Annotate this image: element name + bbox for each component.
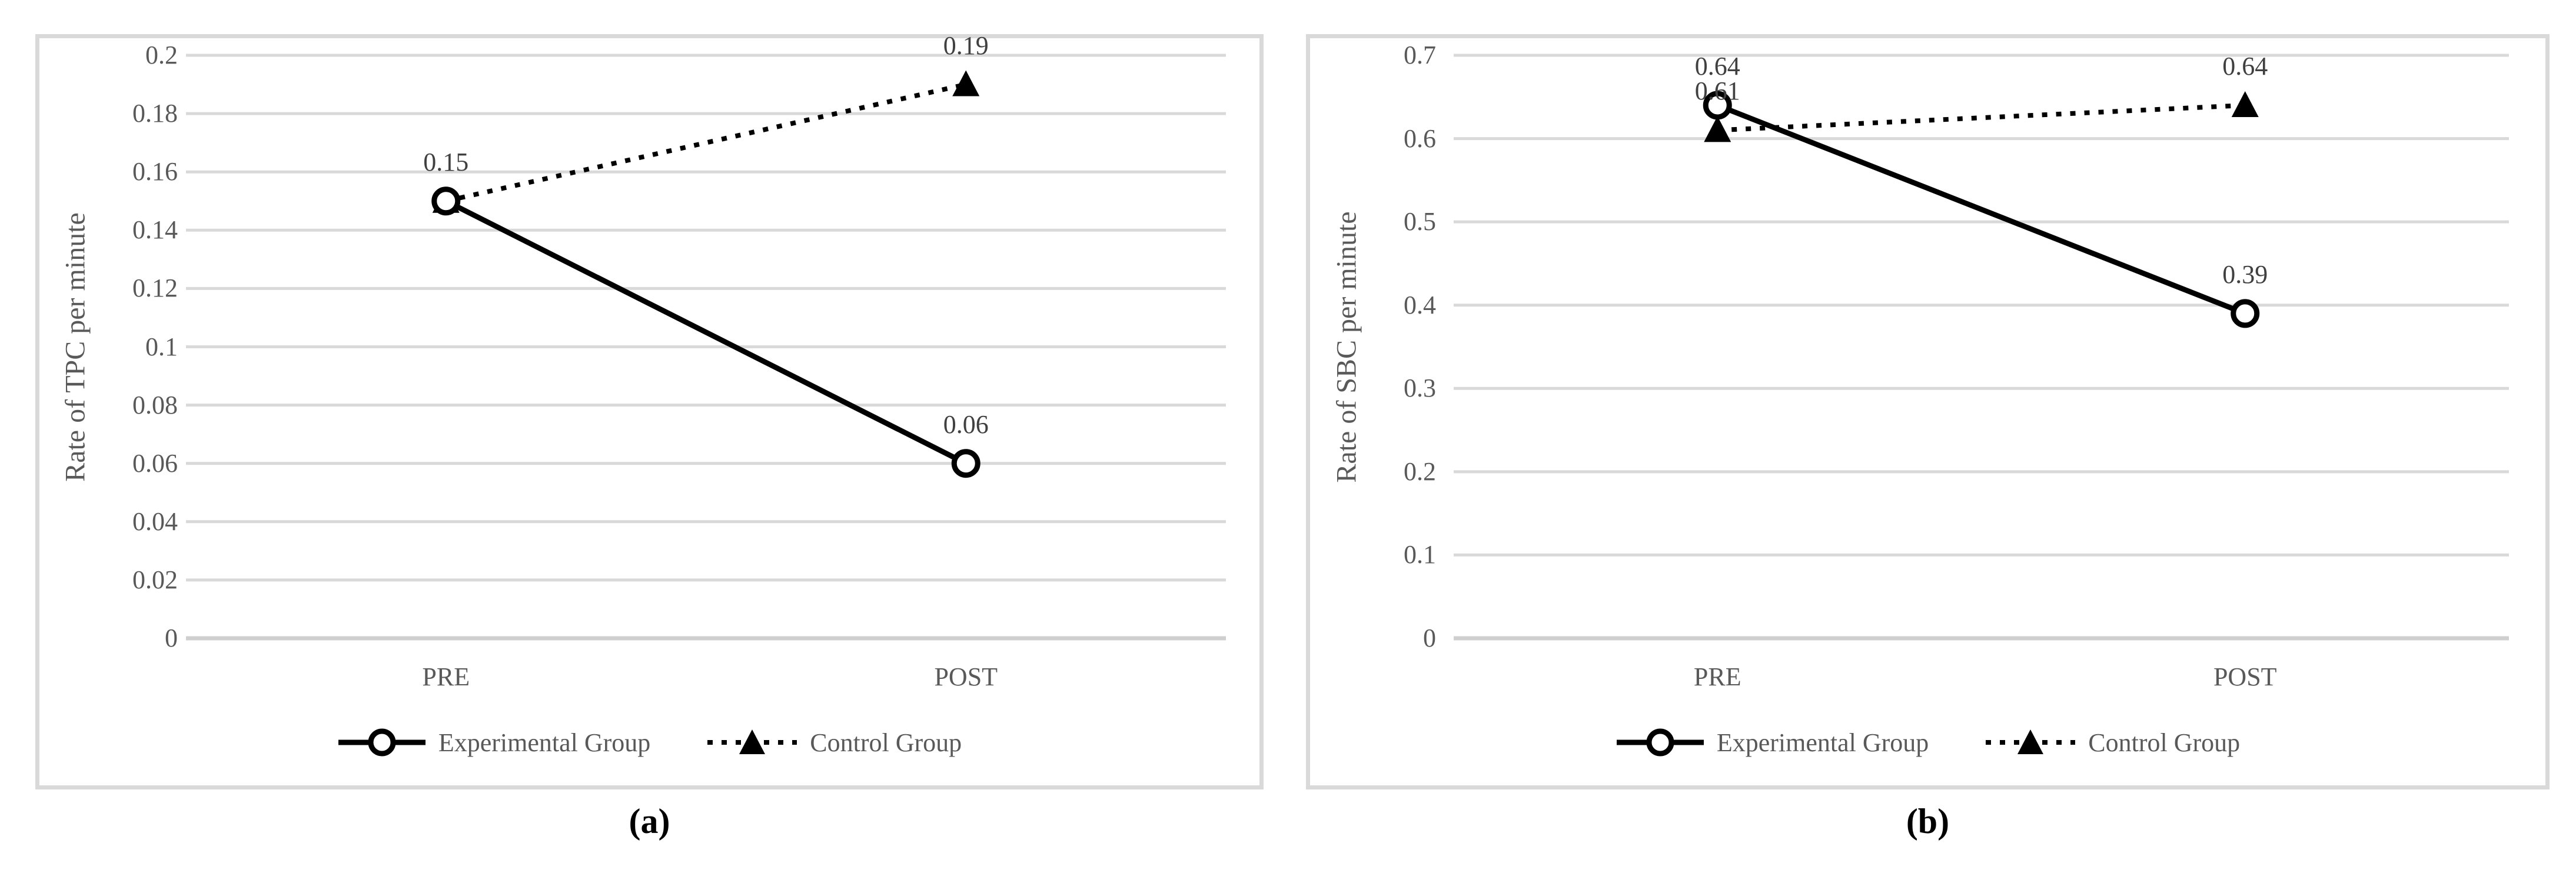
control-group-line: [445, 82, 967, 204]
y-tick-label: 0.12: [132, 274, 178, 303]
experimental-group-line: [1716, 102, 2246, 316]
data-label: 0.39: [2222, 259, 2268, 289]
experimental-group-line: [444, 198, 968, 466]
experimental-line-sample: [1616, 728, 1704, 757]
y-tick-label: 0.6: [1404, 124, 1436, 153]
control-group-line: [1717, 102, 2245, 133]
circle-marker-icon: [1646, 728, 1674, 757]
y-tick-label: 0.18: [132, 99, 178, 128]
experimental-group-marker-circle: [431, 186, 461, 216]
data-label: 0.61: [1694, 76, 1740, 106]
caption-b: (b): [1906, 802, 1950, 841]
y-tick-label: 0.16: [132, 157, 178, 186]
triangle-marker-icon: [2017, 729, 2044, 754]
legend-item-control: Control Group: [1985, 728, 2240, 758]
experimental-group-marker-circle: [1703, 91, 1732, 120]
y-tick-label: 0.4: [1404, 290, 1436, 319]
y-tick-label: 0.04: [132, 507, 178, 536]
control-group-marker-triangle: [1704, 116, 1731, 142]
y-tick-label: 0.3: [1404, 374, 1436, 403]
y-tick-label: 0.02: [132, 565, 178, 594]
x-category-label: POST: [934, 662, 998, 691]
caption-a: (a): [629, 802, 670, 841]
data-label: 0.64: [2222, 51, 2268, 81]
x-category-label: POST: [2213, 662, 2277, 691]
experimental-group-marker-circle: [2231, 299, 2260, 328]
chart-panel-a-border: [35, 34, 1264, 789]
legend-label-experimental: Experimental Group: [438, 728, 651, 757]
legend-item-control: Control Group: [706, 728, 962, 758]
legend-item-experimental: Experimental Group: [337, 728, 650, 758]
y-tick-label: 0: [165, 624, 178, 652]
data-label: 0.15: [423, 147, 469, 176]
y-tick-label: 0: [1423, 624, 1436, 652]
data-label: 0.64: [1694, 51, 1740, 81]
y-tick-label: 0.14: [132, 215, 178, 245]
legend-label-control: Control Group: [2088, 728, 2241, 757]
y-tick-label: 0.2: [145, 41, 178, 69]
y-tick-label: 0.08: [132, 390, 178, 419]
y-tick-label: 0.1: [1404, 540, 1436, 569]
legend-label-control: Control Group: [810, 728, 962, 757]
control-line-sample: [707, 729, 797, 754]
legend-label-experimental: Experimental Group: [1716, 728, 1929, 757]
control-group-marker-triangle: [952, 70, 980, 96]
data-label: 0.06: [943, 409, 989, 439]
triangle-marker-icon: [739, 729, 766, 754]
control-line-sample: [1986, 729, 2076, 754]
y-tick-label: 0.1: [145, 332, 178, 361]
experimental-line-sample: [338, 728, 426, 757]
x-category-label: PRE: [1693, 662, 1741, 691]
experimental-group-marker-circle: [951, 449, 980, 478]
chart-panel-b-border: [1306, 34, 2550, 789]
y-tick-label: 0.5: [1404, 207, 1436, 236]
data-label: 0.19: [943, 31, 989, 60]
legend-a: Experimental Group Control Group: [35, 721, 1264, 764]
control-group-marker-triangle: [2231, 91, 2259, 117]
legend-item-experimental: Experimental Group: [1616, 728, 1929, 758]
y-tick-label: 0.06: [132, 448, 178, 478]
circle-marker-icon: [368, 728, 396, 757]
y-tick-label: 0.2: [1404, 457, 1436, 486]
y-tick-label: 0.7: [1404, 41, 1436, 69]
y-axis-title-b: Rate of SBC per minute: [1331, 211, 1362, 483]
legend-b: Experimental Group Control Group: [1306, 721, 2550, 764]
x-category-label: PRE: [422, 662, 470, 691]
